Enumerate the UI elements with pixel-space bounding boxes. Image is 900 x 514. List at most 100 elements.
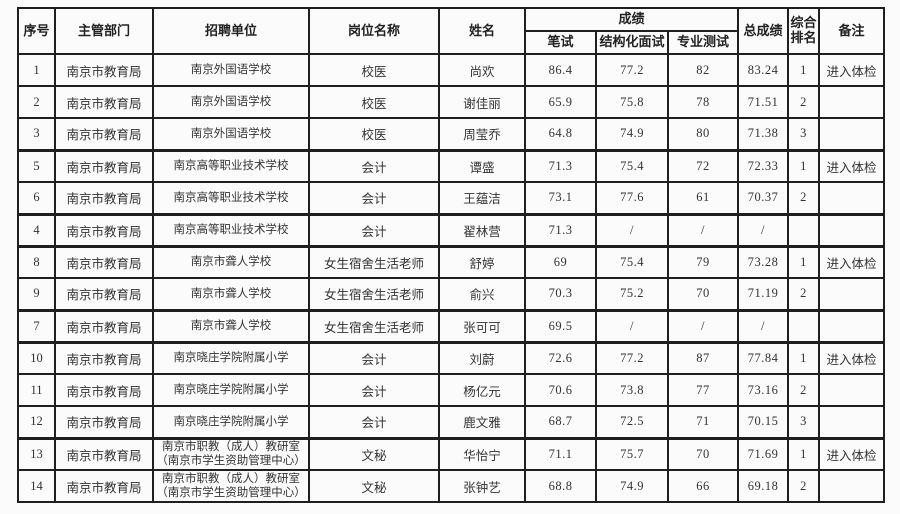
cell-index: 8: [17, 244, 56, 279]
cell-unit: 南京市职教（成人）教研室 （南京市学生资助管理中心）: [152, 436, 310, 471]
cell-department: 南京市教育局: [54, 148, 154, 183]
cell-total-score: 83.24: [737, 53, 790, 87]
cell-unit: 南京外国语学校: [152, 53, 310, 87]
cell-professional-score: 87: [666, 340, 740, 375]
cell-rank: 2: [787, 469, 821, 503]
cell-professional-score: /: [666, 308, 740, 343]
header-rank: 综合排名: [787, 7, 821, 55]
cell-total-score: /: [737, 308, 790, 343]
cell-unit: 南京晓庄学院附属小学: [152, 405, 310, 439]
cell-rank: 3: [787, 117, 821, 151]
cell-remark: [818, 469, 886, 503]
cell-remark: [818, 308, 886, 343]
table-row: 9 南京市教育局 南京市聋人学校 女生宿舍生活老师 俞兴 70.3 75.2 7…: [17, 277, 886, 311]
table-row: 8 南京市教育局 南京市聋人学校 女生宿舍生活老师 舒婷 69 75.4 79 …: [17, 244, 886, 279]
cell-unit: 南京市聋人学校: [152, 244, 310, 279]
table-row: 3 南京市教育局 南京外国语学校 校医 周莹乔 64.8 74.9 80 71.…: [17, 117, 886, 151]
cell-interview-score: 77.2: [595, 340, 669, 375]
cell-written-score: 70.6: [524, 373, 597, 407]
cell-department: 南京市教育局: [54, 85, 154, 119]
header-unit: 招聘单位: [152, 7, 310, 55]
cell-written-score: 73.1: [524, 181, 597, 215]
header-position: 岗位名称: [308, 7, 440, 55]
cell-remark: [818, 212, 886, 247]
cell-rank: [787, 212, 821, 247]
cell-index: 2: [17, 85, 56, 119]
cell-rank: 3: [787, 405, 821, 439]
cell-interview-score: 74.9: [595, 469, 669, 503]
cell-unit: 南京市聋人学校: [152, 308, 310, 343]
header-interview-score: 结构化面试: [595, 30, 669, 55]
cell-unit: 南京高等职业技术学校: [152, 181, 310, 215]
cell-total-score: 70.37: [737, 181, 790, 215]
cell-total-score: 71.51: [737, 85, 790, 119]
cell-written-score: 68.8: [524, 469, 597, 503]
cell-rank: 2: [787, 373, 821, 407]
cell-remark: [818, 405, 886, 439]
cell-name: 王蕴洁: [438, 181, 526, 215]
cell-name: 刘蔚: [438, 340, 526, 375]
cell-remark: [818, 117, 886, 151]
cell-rank: 2: [787, 277, 821, 311]
cell-index: 7: [17, 308, 56, 343]
cell-name: 张可可: [438, 308, 526, 343]
cell-rank: 2: [787, 85, 821, 119]
cell-total-score: 72.33: [737, 148, 790, 183]
cell-position: 女生宿舍生活老师: [308, 277, 440, 311]
cell-professional-score: /: [666, 212, 740, 247]
cell-name: 华怡宁: [438, 436, 526, 471]
cell-name: 舒婷: [438, 244, 526, 279]
cell-unit: 南京市职教（成人）教研室 （南京市学生资助管理中心）: [152, 469, 310, 503]
cell-name: 鹿文雅: [438, 405, 526, 439]
table-row: 7 南京市教育局 南京市聋人学校 女生宿舍生活老师 张可可 69.5 / / /: [17, 308, 886, 343]
cell-name: 周莹乔: [438, 117, 526, 151]
cell-index: 14: [17, 469, 56, 503]
cell-rank: [787, 308, 821, 343]
cell-index: 11: [17, 373, 56, 407]
cell-rank: 1: [787, 53, 821, 87]
cell-rank: 2: [787, 181, 821, 215]
cell-professional-score: 72: [666, 148, 740, 183]
cell-interview-score: 77.6: [595, 181, 669, 215]
cell-professional-score: 66: [666, 469, 740, 503]
header-professional-score: 专业测试: [666, 30, 740, 55]
cell-written-score: 65.9: [524, 85, 597, 119]
cell-department: 南京市教育局: [54, 277, 154, 311]
cell-professional-score: 77: [666, 373, 740, 407]
header-name: 姓名: [438, 7, 526, 55]
cell-position: 校医: [308, 53, 440, 87]
cell-interview-score: 72.5: [595, 405, 669, 439]
recruitment-results-table: 序号 主管部门 招聘单位 岗位名称 姓名 成绩 总成绩 综合排名 备注 笔试 结…: [17, 7, 886, 503]
cell-name: 张钟艺: [438, 469, 526, 503]
cell-remark: 进入体检: [818, 53, 886, 87]
cell-index: 5: [17, 148, 56, 183]
table-row: 1 南京市教育局 南京外国语学校 校医 尚欢 86.4 77.2 82 83.2…: [17, 53, 886, 87]
cell-total-score: 73.28: [737, 244, 790, 279]
cell-unit: 南京晓庄学院附属小学: [152, 340, 310, 375]
cell-index: 10: [17, 340, 56, 375]
cell-written-score: 71.3: [524, 212, 597, 247]
header-row-2: 笔试 结构化面试 专业测试: [18, 30, 884, 55]
recruitment-results-table-wrap: 序号 主管部门 招聘单位 岗位名称 姓名 成绩 总成绩 综合排名 备注 笔试 结…: [17, 7, 886, 503]
cell-rank: 1: [787, 340, 821, 375]
cell-remark: [818, 85, 886, 119]
cell-remark: 进入体检: [818, 244, 886, 279]
cell-unit: 南京外国语学校: [152, 85, 310, 119]
cell-name: 谭盛: [438, 148, 526, 183]
cell-unit: 南京市聋人学校: [152, 277, 310, 311]
cell-name: 杨亿元: [438, 373, 526, 407]
cell-interview-score: 73.8: [595, 373, 669, 407]
header-total-score: 总成绩: [737, 7, 790, 55]
cell-rank: 1: [787, 244, 821, 279]
cell-total-score: 77.84: [737, 340, 790, 375]
cell-total-score: 71.19: [737, 277, 790, 311]
header-written-score: 笔试: [524, 30, 597, 55]
cell-written-score: 71.3: [524, 148, 597, 183]
cell-professional-score: 70: [666, 277, 740, 311]
cell-interview-score: 77.2: [595, 53, 669, 87]
cell-professional-score: 70: [666, 436, 740, 471]
cell-interview-score: 75.8: [595, 85, 669, 119]
cell-interview-score: 75.7: [595, 436, 669, 471]
cell-written-score: 69.5: [524, 308, 597, 343]
cell-index: 3: [17, 117, 56, 151]
